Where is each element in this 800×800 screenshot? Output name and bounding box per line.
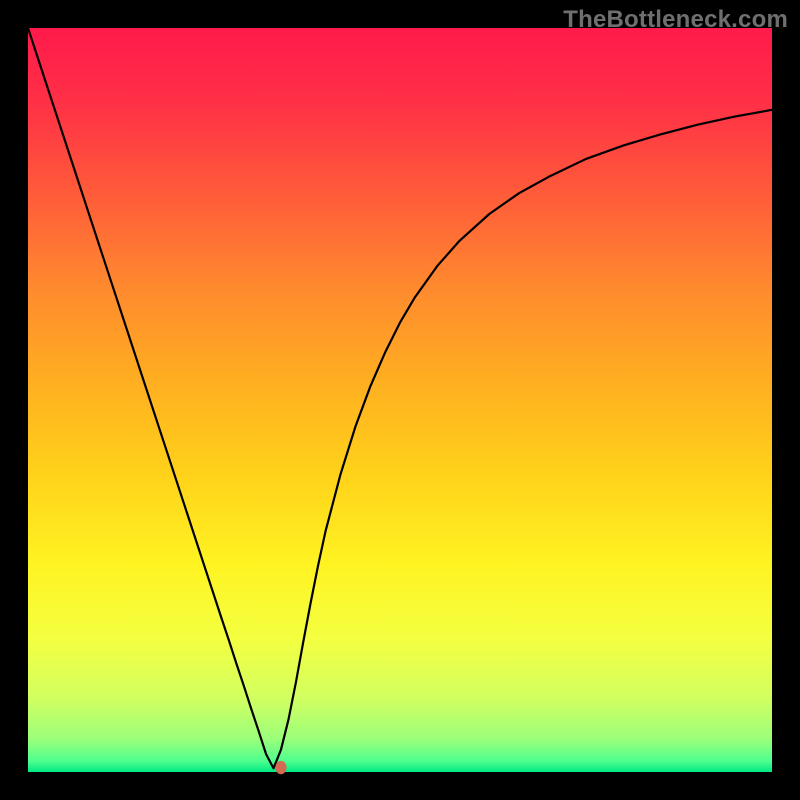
chart-svg <box>0 0 800 800</box>
optimum-marker <box>275 761 286 774</box>
plot-area <box>28 28 772 772</box>
bottleneck-chart: TheBottleneck.com <box>0 0 800 800</box>
